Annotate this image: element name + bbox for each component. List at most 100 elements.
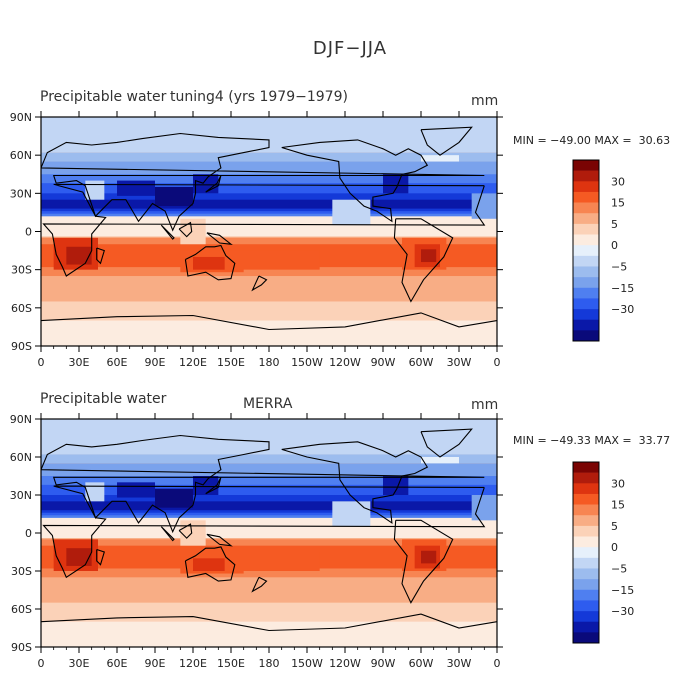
field-region (66, 246, 92, 265)
colorbar-label: 15 (611, 499, 625, 512)
colorbar-label: 5 (611, 520, 618, 533)
field-region (421, 431, 472, 447)
x-tick-label: 30W (447, 356, 472, 369)
coastline (160, 526, 175, 542)
field-region (41, 199, 497, 209)
x-tick-label: 90W (371, 657, 396, 670)
field-region (155, 186, 193, 207)
colorbar-swatch (573, 170, 599, 182)
colorbar-swatch (573, 330, 599, 342)
colorbar-swatch (573, 319, 599, 331)
x-tick-label: 0 (38, 657, 45, 670)
field-region (66, 548, 92, 566)
coastline (420, 428, 473, 458)
field-region (471, 193, 497, 219)
colorbar-frame (572, 461, 600, 644)
colorbar-swatch (573, 462, 599, 473)
coastline (251, 275, 268, 292)
y-tick-label: 60N (10, 149, 32, 162)
field-region (117, 482, 155, 498)
y-tick-label: 0 (25, 527, 32, 540)
colorbar-swatch (573, 515, 599, 527)
y-tick-label: 90S (11, 340, 32, 353)
x-tick-label: 150W (291, 356, 323, 369)
colorbar-swatch (573, 213, 599, 225)
coastline (393, 519, 454, 604)
coastline (160, 224, 175, 240)
field-region (332, 501, 371, 527)
field-region (85, 482, 105, 502)
coastline (420, 126, 473, 156)
coastline (184, 546, 236, 582)
colorbar-label: 30 (611, 175, 625, 188)
x-tick-label: 180 (259, 657, 280, 670)
x-tick-label: 90E (145, 356, 166, 369)
field-region (193, 476, 219, 495)
field-region (193, 256, 225, 270)
panel1-colorbar: 30 15 5 0 −5 −15 −30 (572, 159, 634, 342)
field-region (41, 320, 497, 346)
x-tick-label: 150E (217, 657, 245, 670)
coastline (281, 441, 429, 525)
colorbar-label: 0 (611, 541, 618, 554)
colorbar-swatch (573, 202, 599, 214)
y-tick-label: 60N (10, 451, 32, 464)
colorbar-swatch (573, 309, 599, 321)
colorbar-label: −15 (611, 282, 634, 295)
field-region (41, 152, 497, 162)
colorbar-swatch (573, 255, 599, 267)
x-tick-label: 0 (494, 356, 501, 369)
panel2-case-label: MERRA (243, 396, 293, 412)
x-tick-label: 120W (329, 356, 361, 369)
y-tick-label: 30N (10, 187, 32, 200)
x-tick-label: 60W (409, 657, 434, 670)
coastline (205, 175, 222, 193)
y-tick-label: 0 (25, 226, 32, 239)
coastline (206, 232, 233, 245)
coastline (205, 477, 222, 495)
field-region (85, 180, 105, 200)
coastline (178, 221, 193, 238)
field-region (41, 501, 497, 511)
field-region (155, 488, 193, 508)
colorbar-swatch (573, 579, 599, 591)
coastline (96, 247, 105, 265)
y-tick-label: 30N (10, 489, 32, 502)
y-tick-label: 30S (11, 565, 32, 578)
field-region (180, 218, 206, 245)
x-tick-label: 180 (259, 356, 280, 369)
colorbar-swatch (573, 621, 599, 633)
colorbar-swatch (573, 568, 599, 580)
colorbar-label: −5 (611, 562, 627, 575)
colorbar-swatch (573, 557, 599, 569)
field-region (193, 558, 225, 571)
x-tick-label: 30E (69, 356, 90, 369)
field-region (421, 249, 437, 263)
colorbar-swatch (573, 472, 599, 484)
coastline (42, 485, 486, 579)
coastline (41, 312, 497, 331)
figure-title: DJF−JJA (312, 38, 388, 59)
colorbar-label: −30 (611, 605, 634, 618)
colorbar-swatch (573, 536, 599, 548)
y-tick-label: 60S (11, 603, 32, 616)
coastline (41, 434, 485, 534)
colorbar-swatch (573, 589, 599, 601)
x-tick-label: 0 (494, 657, 501, 670)
field-region (117, 180, 155, 196)
colorbar-label: −30 (611, 303, 634, 316)
x-tick-label: 0 (38, 356, 45, 369)
colorbar-swatch (573, 181, 599, 193)
colorbar-swatch (573, 504, 599, 516)
colorbar-swatch (573, 160, 599, 171)
panel2-stats: MIN = −49.33 MAX = 33.77 (513, 434, 671, 447)
panel1-case-label: tuning4 (yrs 1979−1979) (170, 89, 348, 105)
coastline (42, 183, 486, 277)
colorbar-label: 30 (611, 477, 625, 490)
coastline (393, 218, 454, 303)
colorbar-swatch (573, 287, 599, 299)
panel2-variable-label: Precipitable water (40, 391, 167, 407)
colorbar-swatch (573, 191, 599, 203)
field-region (383, 174, 409, 194)
